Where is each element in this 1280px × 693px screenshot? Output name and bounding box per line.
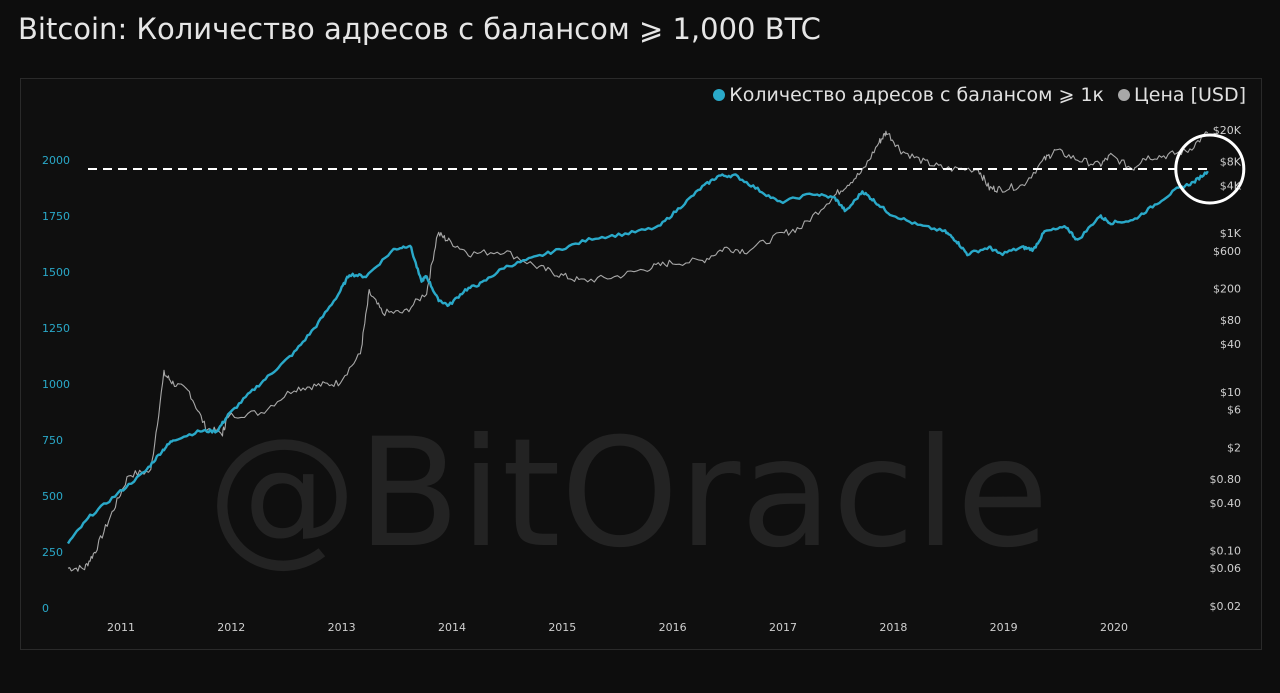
page-title: Bitcoin: Количество адресов с балансом ⩾…: [18, 12, 821, 46]
y-left-tick-label: 1500: [42, 266, 70, 279]
y-right-tick-label: $4K: [1220, 179, 1242, 192]
y-right-tick-label: $0.06: [1210, 562, 1242, 575]
legend-dot-price: [1118, 89, 1131, 101]
x-tick-label: 2020: [1100, 621, 1128, 634]
y-left-tick-label: 0: [42, 602, 49, 615]
y-right-tick-label: $6: [1227, 403, 1241, 416]
y-right-tick-label: $20K: [1213, 124, 1242, 137]
y-right-tick-label: $40: [1220, 338, 1241, 351]
y-right-tick-label: $10: [1220, 386, 1241, 399]
x-tick-label: 2013: [328, 621, 356, 634]
legend-item-addresses[interactable]: Количество адресов с балансом ⩾ 1к: [713, 84, 1104, 106]
addresses-series-group: [66, 170, 1209, 545]
y-left-tick-label: 500: [42, 490, 63, 503]
x-tick-label: 2019: [990, 621, 1018, 634]
legend: Количество адресов с балансом ⩾ 1к Цена …: [713, 84, 1246, 106]
y-right-tick-label: $0.40: [1210, 497, 1242, 510]
chart-panel: [20, 78, 1262, 650]
y-right-tick-label: $200: [1213, 283, 1241, 296]
y-right-tick-label: $0.10: [1210, 545, 1242, 558]
y-right-tick-label: $8K: [1220, 156, 1242, 169]
x-tick-label: 2016: [659, 621, 687, 634]
y-left-tick-label: 1750: [42, 210, 70, 223]
legend-item-price[interactable]: Цена [USD]: [1118, 84, 1246, 106]
x-tick-label: 2015: [548, 621, 576, 634]
legend-dot-addresses: [713, 89, 726, 101]
y-right-tick-label: $600: [1213, 245, 1241, 258]
x-tick-label: 2017: [769, 621, 797, 634]
y-right-tick-label: $0.02: [1210, 600, 1242, 613]
x-tick-label: 2018: [879, 621, 907, 634]
y-right-tick-label: $0.80: [1210, 473, 1242, 486]
x-tick-label: 2012: [217, 621, 245, 634]
x-tick-label: 2011: [107, 621, 135, 634]
legend-label-addresses: Количество адресов с балансом ⩾ 1к: [729, 84, 1105, 106]
y-left-tick-label: 750: [42, 434, 63, 447]
price-series-group: [67, 130, 1209, 572]
axes-group: 2011 2012 2013 2014 2015 2016 2017 2018 2019 2020…: [42, 124, 1242, 634]
y-left-tick-label: 1000: [42, 378, 70, 391]
price-series-line: [67, 130, 1209, 572]
threshold-group: [88, 133, 1246, 205]
y-right-tick-label: $1K: [1220, 227, 1242, 240]
watermark: @BitOracle: [207, 407, 1048, 581]
addresses-series-line: [66, 170, 1209, 545]
y-right-tick-label: $80: [1220, 314, 1241, 327]
x-tick-label: 2014: [438, 621, 466, 634]
highlight-circle: [1174, 133, 1246, 205]
y-left-tick-label: 2000: [42, 154, 70, 167]
y-right-tick-label: $2: [1227, 441, 1241, 454]
y-left-tick-label: 1250: [42, 322, 70, 335]
legend-label-price: Цена [USD]: [1134, 84, 1246, 106]
y-left-tick-label: 250: [42, 546, 63, 559]
